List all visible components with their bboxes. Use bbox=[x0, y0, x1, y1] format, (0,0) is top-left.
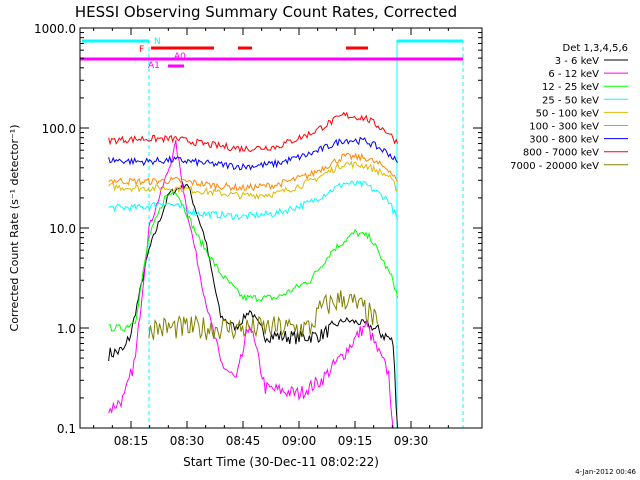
series-line-1 bbox=[108, 140, 394, 429]
y-tick-label: 10.0 bbox=[49, 222, 76, 236]
legend: Det 1,3,4,5,6 3 - 6 keV 6 - 12 keV 12 - 25… bbox=[510, 43, 628, 172]
x-tick-label: 08:15 bbox=[114, 434, 149, 448]
y-axis: 0.1 1.0 10.0 100.0 1000.0 bbox=[34, 22, 482, 436]
x-tick-label: 08:45 bbox=[226, 434, 261, 448]
series-line-2 bbox=[108, 191, 399, 333]
y-tick-label: 1000.0 bbox=[34, 22, 76, 36]
y-tick-label: 100.0 bbox=[42, 122, 76, 136]
series-line-3 bbox=[108, 179, 399, 221]
y-tick-label: 0.1 bbox=[57, 422, 76, 436]
x-tick-label: 08:30 bbox=[170, 434, 205, 448]
plot-frame bbox=[79, 27, 483, 429]
series-line-6 bbox=[108, 136, 399, 171]
legend-label: 50 - 100 keV bbox=[536, 108, 600, 119]
x-tick-label: 09:00 bbox=[282, 434, 317, 448]
series-line-0 bbox=[108, 181, 399, 429]
legend-label: 100 - 300 keV bbox=[529, 122, 599, 133]
legend-label: 25 - 50 keV bbox=[542, 95, 599, 106]
night-flag-label: N bbox=[154, 37, 161, 47]
series-line-5 bbox=[108, 152, 399, 192]
legend-label: 7000 - 20000 keV bbox=[510, 161, 599, 172]
series-layer bbox=[108, 111, 399, 429]
attenuator-a0-label: A0 bbox=[174, 52, 186, 62]
attenuator-a1-label: A1 bbox=[148, 61, 160, 71]
flare-flag-label: F bbox=[139, 45, 144, 55]
legend-label: 800 - 7000 keV bbox=[523, 148, 599, 159]
chart-title: HESSI Observing Summary Count Rates, Cor… bbox=[75, 3, 457, 21]
footer-date: 4-Jan-2012 00:46 bbox=[575, 468, 636, 476]
legend-title: Det 1,3,4,5,6 bbox=[563, 43, 628, 54]
x-axis: 08:15 08:30 08:45 09:00 09:15 09:30 bbox=[93, 28, 449, 448]
x-axis-label: Start Time (30-Dec-11 08:02:22) bbox=[183, 455, 379, 469]
y-tick-label: 1.0 bbox=[57, 322, 76, 336]
legend-label: 12 - 25 keV bbox=[542, 82, 599, 93]
series-line-8 bbox=[148, 290, 378, 341]
y-axis-label: Corrected Count Rate (s⁻¹ detector⁻¹) bbox=[8, 125, 21, 332]
legend-label: 6 - 12 keV bbox=[548, 69, 599, 80]
x-tick-label: 09:30 bbox=[394, 434, 429, 448]
legend-label: 3 - 6 keV bbox=[555, 56, 599, 67]
series-line-4 bbox=[108, 160, 398, 200]
x-tick-label: 09:15 bbox=[338, 434, 373, 448]
observing-flags: NF A0 A1 bbox=[79, 28, 464, 428]
legend-label: 300 - 800 keV bbox=[529, 135, 599, 146]
series-line-7 bbox=[108, 111, 399, 154]
